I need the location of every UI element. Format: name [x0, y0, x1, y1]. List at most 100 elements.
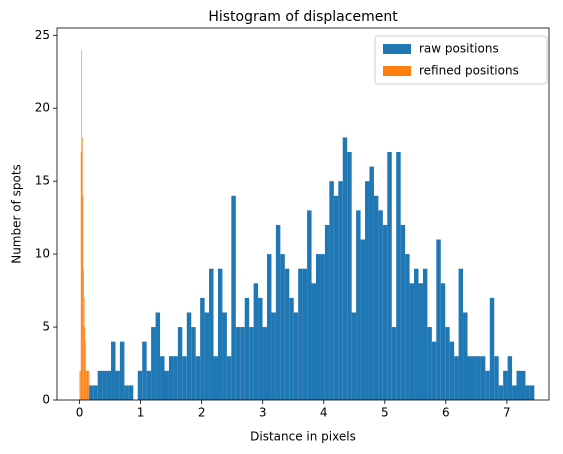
bar	[204, 312, 210, 400]
bar	[124, 385, 129, 400]
y-tick-label: 5	[42, 320, 50, 334]
bar	[79, 370, 81, 400]
bar	[271, 312, 276, 400]
bar	[503, 370, 508, 400]
bar	[83, 268, 84, 400]
bar	[378, 210, 383, 400]
bar	[182, 356, 187, 400]
bar	[217, 268, 223, 400]
bar	[93, 385, 98, 400]
bar	[111, 341, 116, 400]
bar	[240, 327, 245, 400]
bar	[88, 385, 94, 400]
y-tick-label: 0	[42, 393, 50, 407]
bar	[209, 268, 214, 400]
bar	[280, 254, 285, 400]
bar	[436, 239, 441, 400]
bar	[142, 341, 147, 400]
bar	[529, 385, 535, 400]
bar	[88, 370, 90, 400]
bar	[222, 312, 227, 400]
bar	[146, 370, 152, 400]
bar	[97, 370, 103, 400]
bar	[244, 297, 250, 400]
bar	[289, 297, 294, 400]
y-tick-label: 15	[35, 174, 50, 188]
bar	[106, 370, 112, 400]
bar	[186, 312, 192, 400]
x-tick-label: 0	[76, 406, 84, 420]
bar	[85, 341, 86, 400]
bar	[86, 370, 87, 400]
bar	[226, 356, 232, 400]
bar	[333, 195, 339, 400]
bar	[507, 356, 513, 400]
bar	[87, 370, 89, 400]
bar	[316, 254, 321, 400]
bar	[373, 195, 379, 400]
bar	[293, 312, 299, 400]
bar	[262, 327, 267, 400]
bar	[80, 370, 81, 400]
chart-title: Histogram of displacement	[208, 9, 398, 25]
bar	[191, 327, 196, 400]
legend-swatch	[383, 66, 411, 76]
bar	[84, 327, 86, 400]
bar	[81, 49, 83, 400]
bar	[391, 327, 397, 400]
bar	[463, 312, 468, 400]
y-tick-label: 10	[35, 247, 50, 261]
x-tick-label: 4	[320, 406, 328, 420]
bar	[102, 370, 107, 400]
bar	[320, 254, 325, 400]
legend-swatch	[383, 44, 411, 54]
bar	[516, 370, 521, 400]
bar	[115, 370, 120, 400]
bar	[485, 370, 490, 400]
bar	[168, 356, 174, 400]
bar	[369, 166, 374, 400]
bar	[360, 239, 366, 400]
bar	[365, 181, 370, 400]
bar	[329, 181, 334, 400]
bar	[155, 312, 161, 400]
bar	[396, 152, 401, 400]
bar	[86, 370, 88, 400]
bar	[427, 327, 432, 400]
bar	[347, 152, 352, 400]
bar	[338, 181, 343, 400]
bar	[275, 224, 281, 400]
bar	[173, 356, 178, 400]
x-axis-label: Distance in pixels	[250, 430, 356, 444]
bar	[82, 195, 84, 400]
bar	[231, 195, 236, 400]
bar	[119, 341, 125, 400]
bar	[356, 210, 361, 400]
bar	[160, 356, 165, 400]
y-tick-label: 25	[35, 28, 50, 42]
bar	[284, 268, 290, 400]
x-tick-label: 3	[259, 406, 267, 420]
bar	[480, 356, 486, 400]
bar	[418, 283, 423, 400]
bar	[195, 356, 201, 400]
bar	[471, 356, 477, 400]
bar	[431, 341, 437, 400]
bar	[422, 268, 428, 400]
legend-box	[374, 35, 548, 85]
bar	[414, 268, 419, 400]
bar	[467, 356, 472, 400]
bar	[258, 297, 263, 400]
bar	[400, 224, 406, 400]
bar	[512, 385, 517, 400]
bar	[253, 283, 259, 400]
bar	[307, 210, 312, 400]
bar	[213, 356, 218, 400]
bar	[445, 327, 450, 400]
bar	[489, 297, 495, 400]
x-tick-label: 7	[503, 406, 511, 420]
bar	[520, 370, 526, 400]
bar	[525, 385, 530, 400]
bar	[83, 297, 85, 400]
